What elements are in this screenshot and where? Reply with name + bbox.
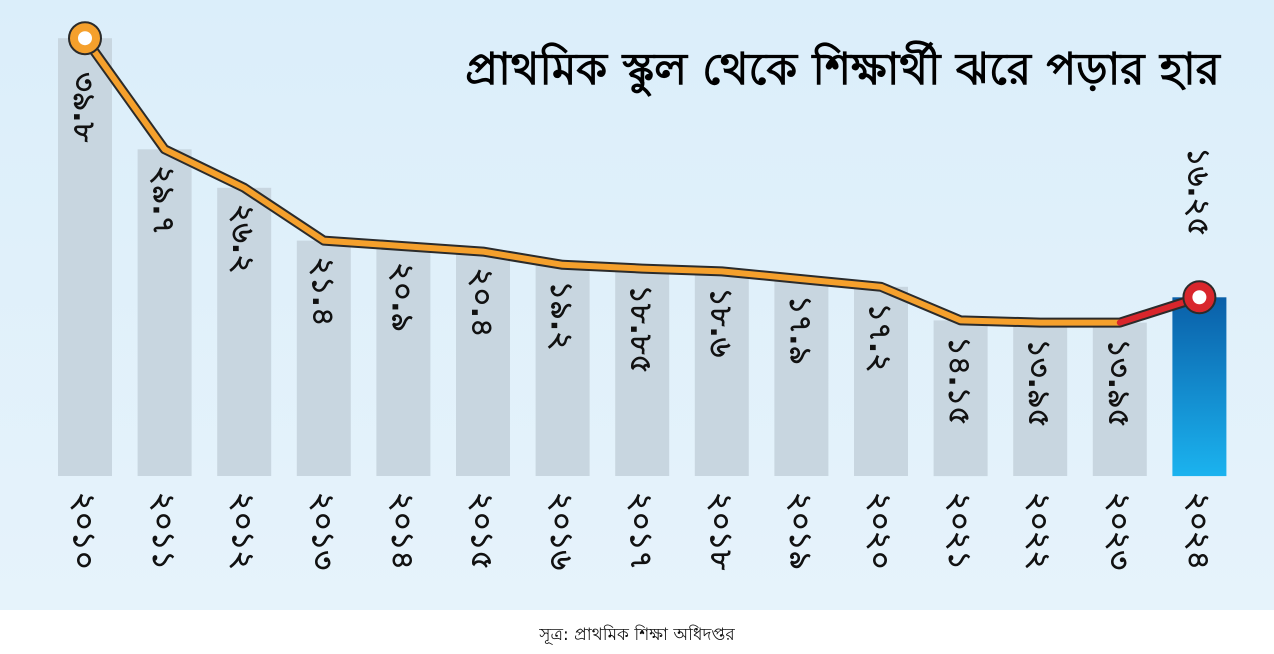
- value-labels-layer: ৩৯.৮ ২৯.৭ ২৬.২ ২১.৪ ২০.৯ ২০.৪ ১৯.২ ১৮.৮৫ ১৮.৬ ১৭.…: [66, 72, 1215, 428]
- source-note: সূত্র: প্রাথমিক শিক্ষা অধিদপ্তর: [538, 624, 735, 645]
- value-label-14: ১৬.২৫: [1180, 147, 1215, 236]
- first-point-marker: [68, 21, 102, 56]
- bar-7: [615, 268, 670, 476]
- year-label-0: ২০১০: [66, 492, 101, 570]
- footer-background: [0, 610, 1274, 654]
- year-label-12: ২০২২: [1021, 492, 1056, 570]
- trend-line-layer: [68, 21, 1217, 328]
- year-label-5: ২০১৫: [464, 492, 499, 570]
- bar-10: [854, 286, 908, 476]
- value-label-6: ১৯.২: [544, 281, 579, 351]
- bar-11: [933, 320, 988, 477]
- value-label-8: ১৮.৬: [703, 287, 738, 357]
- value-label-9: ১৭.৯: [782, 295, 817, 365]
- bar-1: [137, 149, 192, 477]
- last-point-marker: [1182, 280, 1217, 315]
- bar-9: [774, 279, 829, 476]
- bar-8: [694, 271, 749, 476]
- year-label-3: ২০১৩: [305, 492, 340, 570]
- year-label-9: ২০১৯: [782, 492, 817, 570]
- bar-14: [1172, 297, 1227, 477]
- year-label-6: ২০১৬: [544, 492, 579, 570]
- value-label-7: ১৮.৮৫: [623, 285, 658, 374]
- value-label-5: ২০.৪: [464, 268, 499, 338]
- year-label-7: ২০১৭: [623, 492, 658, 570]
- bar-4: [376, 246, 431, 476]
- year-labels-layer: ২০১০ ২০১১ ২০১২ ২০১৩ ২০১৪ ২০১৫ ২০১৬ ২০১৭ ২০১৮ ২০১৯…: [66, 492, 1215, 570]
- year-label-2: ২০১২: [225, 492, 260, 570]
- value-label-3: ২১.৪: [305, 257, 340, 327]
- year-label-14: ২০২৪: [1180, 492, 1215, 570]
- year-label-11: ২০২১: [942, 492, 977, 570]
- value-label-1: ২৯.৭: [146, 165, 181, 235]
- year-label-1: ২০১১: [146, 492, 181, 570]
- value-label-12: ১৩.৯৫: [1021, 339, 1056, 428]
- year-label-4: ২০১৪: [384, 492, 419, 570]
- value-label-4: ২০.৯: [384, 262, 419, 332]
- bar-2: [217, 187, 272, 477]
- trend-line: [82, 35, 1123, 326]
- bar-13: [1092, 322, 1147, 476]
- value-label-11: ১৪.১৫: [942, 336, 977, 425]
- bar-12: [1013, 322, 1068, 476]
- year-label-10: ২০২০: [862, 492, 897, 570]
- bar-3: [296, 240, 351, 476]
- value-label-2: ২৬.২: [225, 204, 260, 274]
- value-label-13: ১৩.৯৫: [1101, 339, 1136, 428]
- value-label-10: ১৭.২: [862, 303, 897, 373]
- chart-title: প্রাথমিক স্কুল থেকে শিক্ষার্থী ঝরে পড়ার…: [465, 40, 1222, 96]
- bar-0: [58, 38, 112, 476]
- bar-5: [456, 251, 510, 476]
- value-label-0: ৩৯.৮: [66, 72, 101, 142]
- year-label-8: ২০১৮: [703, 492, 738, 570]
- bar-6: [535, 264, 590, 476]
- year-label-13: ২০২৩: [1101, 492, 1136, 570]
- bars-layer: [58, 38, 1227, 477]
